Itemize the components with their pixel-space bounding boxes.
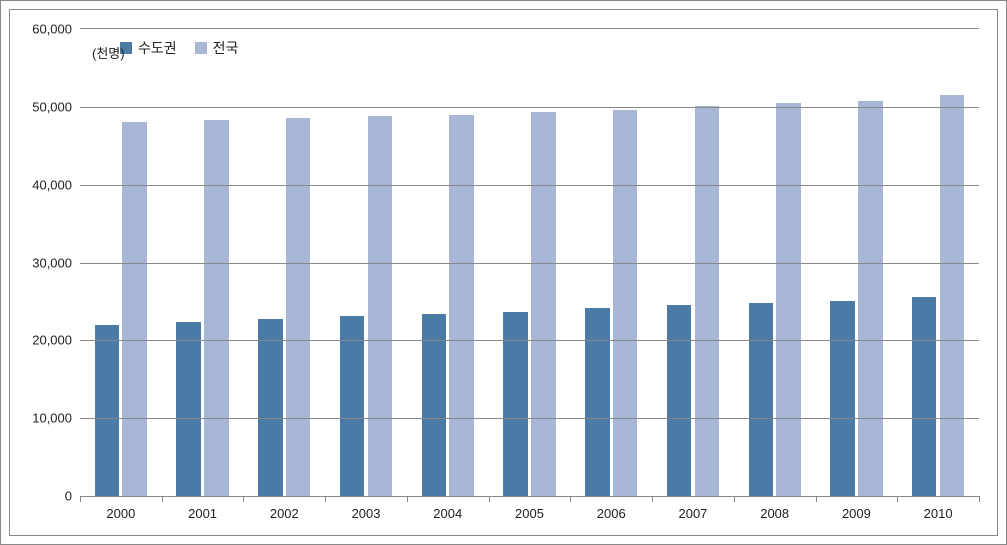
y-axis-tick-label: 30,000 [32,255,72,270]
y-axis-tick-label: 60,000 [32,22,72,37]
gridline [80,107,979,108]
y-axis-tick-label: 0 [65,489,72,504]
bar-series-2 [858,101,883,496]
bar-series-2 [776,103,801,496]
bar-series-1 [667,305,692,496]
bar-series-2 [695,106,720,496]
x-axis-tick-label: 2009 [842,506,871,521]
x-axis-tick [979,496,980,502]
x-axis-tick-label: 2010 [924,506,953,521]
bar-series-2 [286,118,311,496]
bar-series-1 [585,308,610,496]
y-axis-unit-label: (천명) [92,43,125,62]
bar-series-2 [613,110,638,496]
gridline [80,185,979,186]
x-axis-tick [489,496,490,502]
x-axis-tick-label: 2003 [352,506,381,521]
y-axis-tick-label: 20,000 [32,333,72,348]
bar-series-2 [122,122,147,496]
x-axis-tick-label: 2007 [678,506,707,521]
bar-series-2 [449,115,474,496]
x-axis-tick [325,496,326,502]
y-axis-tick-label: 40,000 [32,177,72,192]
x-axis-tick-label: 2005 [515,506,544,521]
bar-series-2 [368,116,393,496]
bar-series-2 [940,95,965,496]
bar-series-1 [176,322,201,496]
x-axis-tick [734,496,735,502]
bar-series-1 [503,312,528,496]
bar-series-1 [749,303,774,496]
x-axis-tick-label: 2006 [597,506,626,521]
x-axis-tick [407,496,408,502]
bar-series-1 [830,301,855,496]
gridline [80,340,979,341]
x-axis-tick [243,496,244,502]
bar-series-1 [95,325,120,496]
x-axis-tick [162,496,163,502]
x-axis-tick-label: 2008 [760,506,789,521]
gridline [80,418,979,419]
bar-series-2 [204,120,229,496]
bar-series-1 [258,319,283,496]
x-axis-tick [816,496,817,502]
plot-area: 010,00020,00030,00040,00050,00060,000(천명… [80,28,979,497]
x-axis-tick-label: 2000 [106,506,135,521]
chart-inner-frame: 수도권 전국 010,00020,00030,00040,00050,00060… [9,9,998,536]
gridline [80,263,979,264]
chart-container: 수도권 전국 010,00020,00030,00040,00050,00060… [0,0,1007,545]
x-axis-tick-label: 2001 [188,506,217,521]
x-axis-tick [570,496,571,502]
x-axis-tick [80,496,81,502]
y-axis-tick-label: 10,000 [32,411,72,426]
bar-series-2 [531,112,556,496]
x-axis-tick-label: 2004 [433,506,462,521]
x-axis-tick [652,496,653,502]
x-axis-tick-label: 2002 [270,506,299,521]
bar-series-1 [340,316,365,496]
x-axis-tick [897,496,898,502]
y-axis-tick-label: 50,000 [32,99,72,114]
bar-series-1 [912,297,937,496]
